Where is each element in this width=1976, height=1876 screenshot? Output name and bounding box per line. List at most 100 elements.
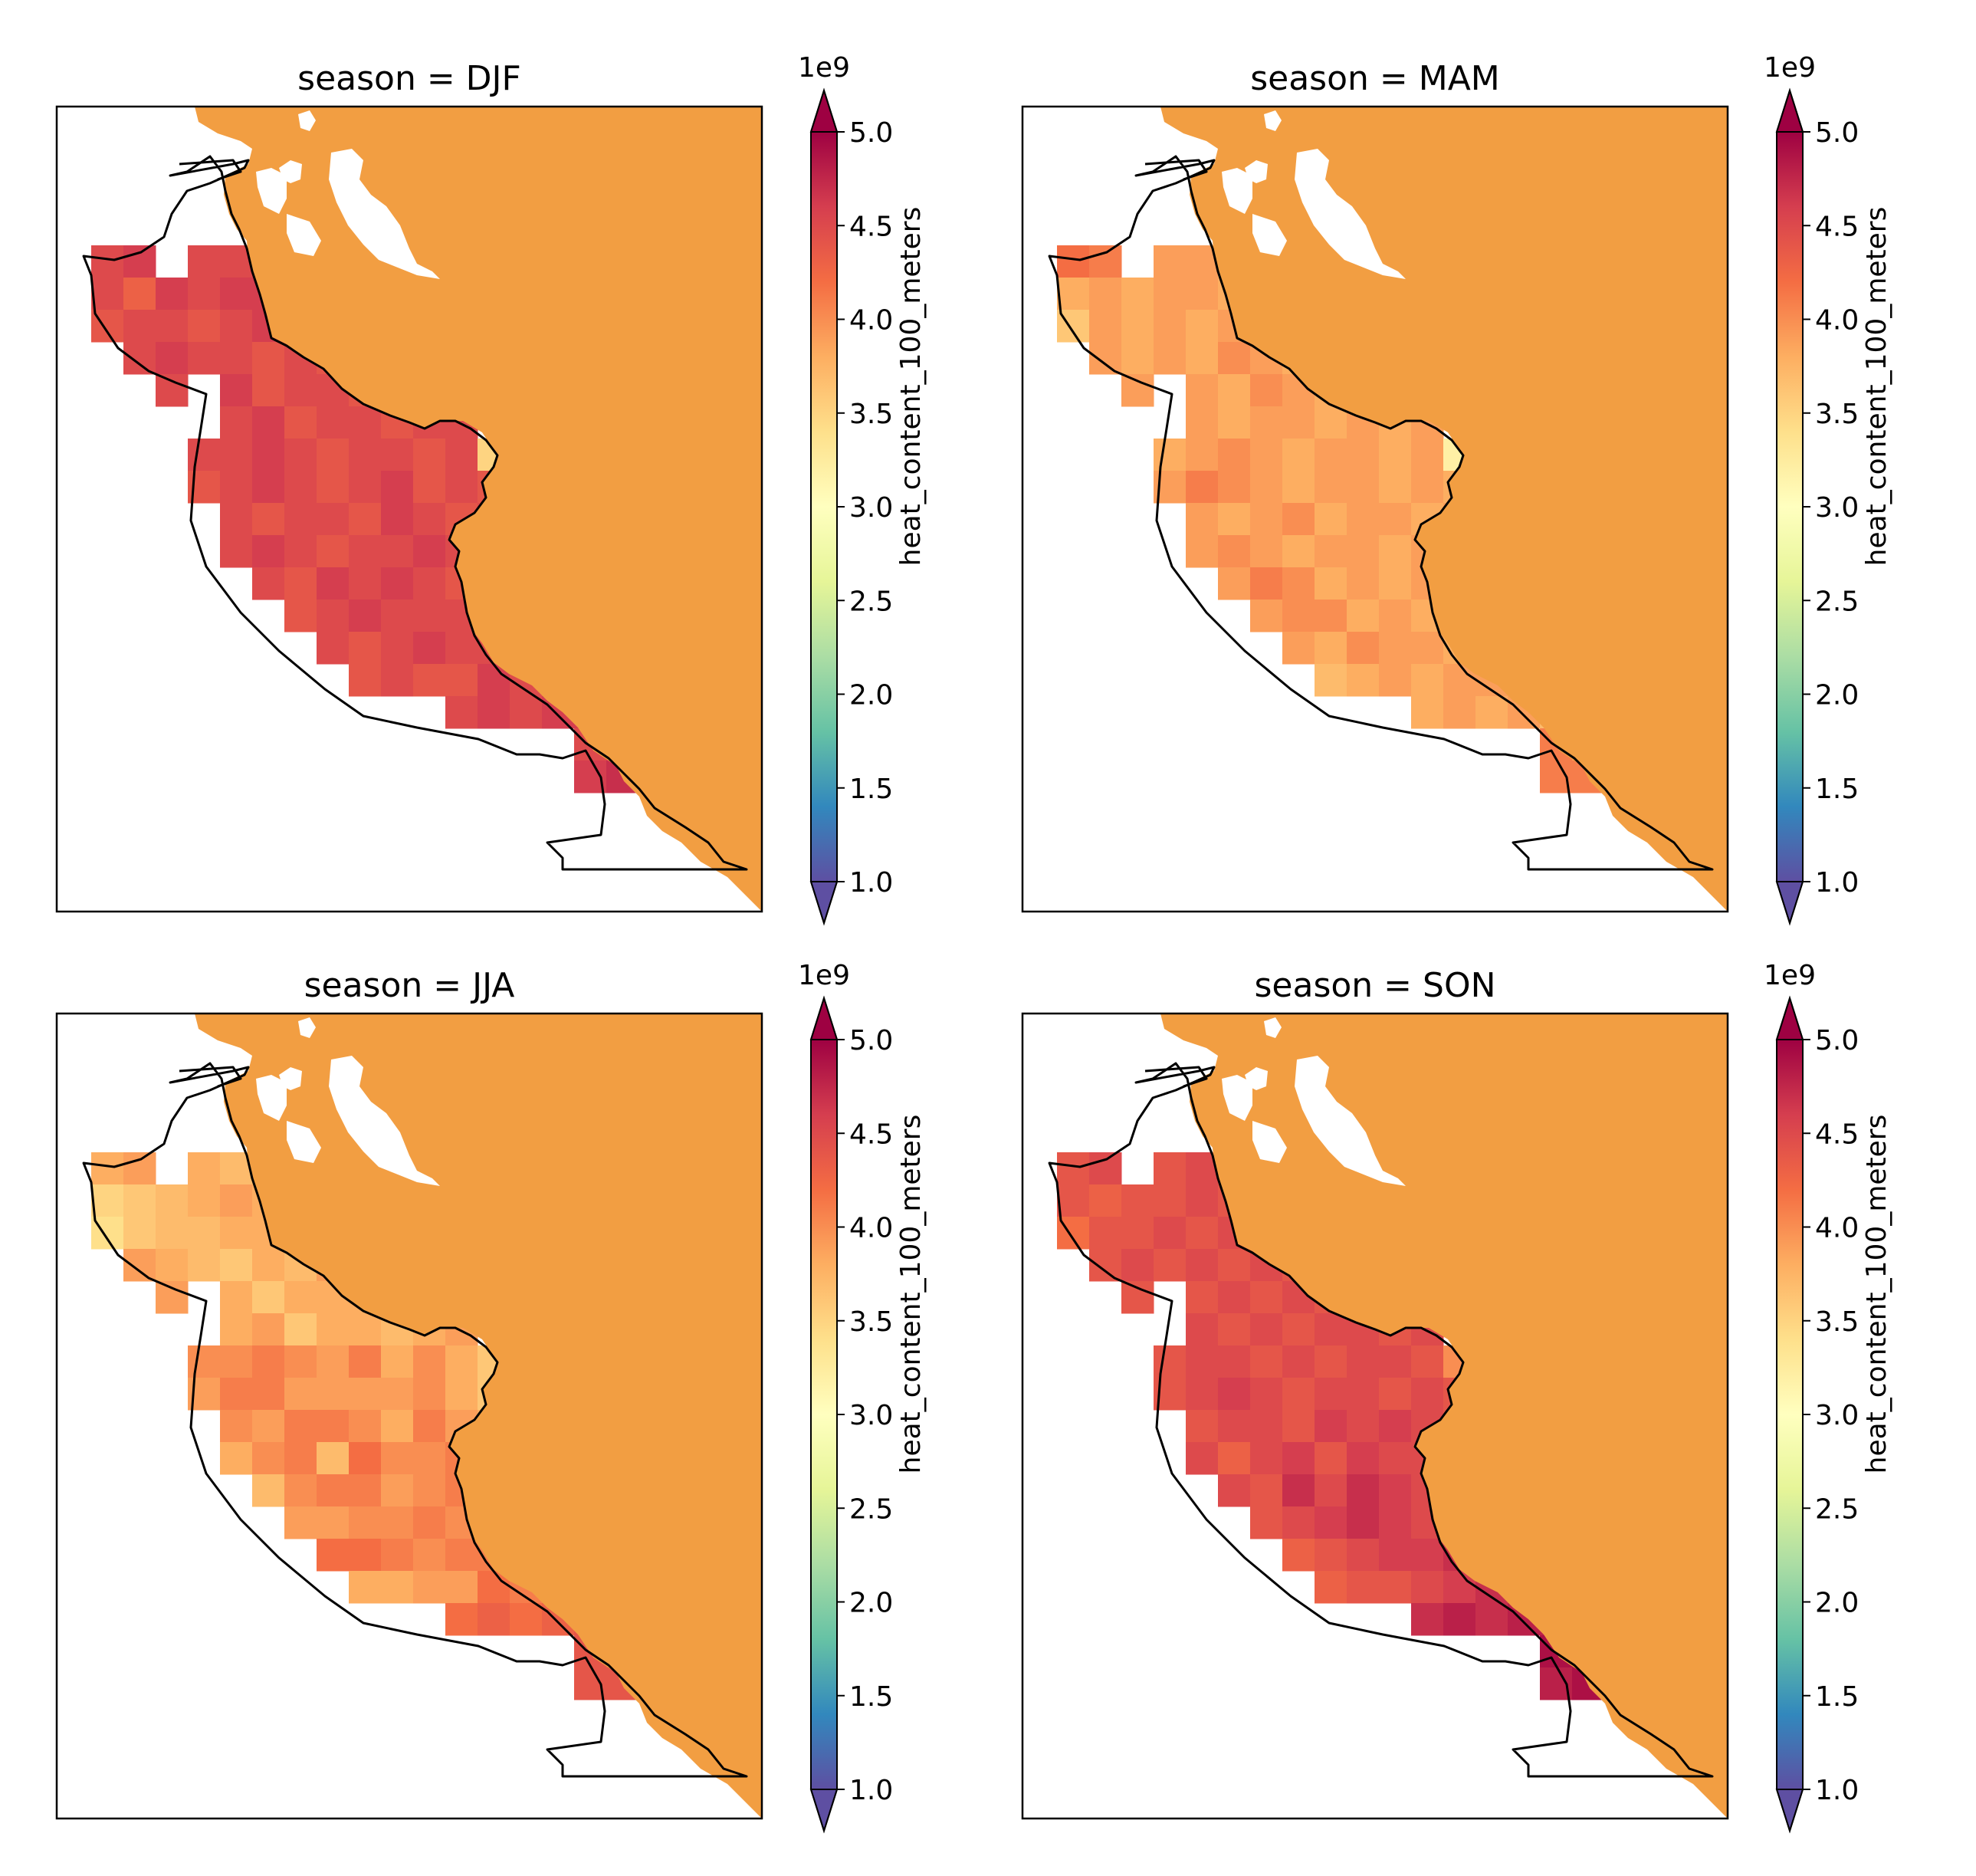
heatmap-cell (1347, 1378, 1380, 1411)
heatmap-cell (252, 439, 285, 471)
heatmap-cell (1121, 1217, 1154, 1250)
heatmap-cell (91, 1152, 124, 1185)
heatmap-cell (1250, 600, 1283, 632)
heatmap-cell (1186, 1217, 1219, 1250)
heatmap-cell (1089, 1249, 1122, 1282)
colorbar-tick-label: 2.0 (849, 1588, 893, 1619)
map-axes (55, 1012, 763, 1820)
colorbar-tick-label: 1.5 (849, 1681, 893, 1713)
heatmap-cell (1315, 1539, 1347, 1572)
colorbar-tick-label: 4.0 (1815, 305, 1859, 337)
heatmap-cell (220, 1442, 253, 1475)
heatmap-cell (1379, 1539, 1412, 1572)
heatmap-cell (1218, 406, 1251, 439)
heatmap-cell (123, 1217, 156, 1250)
heatmap-cell (413, 632, 446, 665)
heatmap-cell (1218, 535, 1251, 568)
heatmap-cell (123, 342, 156, 375)
heatmap-cell (1315, 567, 1347, 600)
heatmap-cell (1154, 245, 1187, 278)
heatmap-cell (1089, 245, 1122, 278)
heatmap-cell (1121, 342, 1154, 375)
colorbar-extend-min (1775, 1789, 1804, 1834)
axes-frame (1021, 105, 1729, 913)
heatmap-cell (1282, 439, 1315, 471)
colorbar-tick-label: 3.5 (1815, 1306, 1859, 1338)
heatmap-cell (1347, 600, 1380, 632)
heatmap-cell (220, 374, 253, 407)
heatmap-cell (1315, 471, 1347, 504)
heatmap-cell (1186, 374, 1219, 407)
heatmap-cell (1154, 1249, 1187, 1282)
colorbar-tick-label: 1.5 (1815, 1681, 1859, 1713)
heatmap-cell (220, 278, 253, 310)
heatmap-cell (220, 1313, 253, 1346)
heatmap-cell (1154, 1184, 1187, 1217)
heatmap-cell (445, 632, 478, 665)
heatmap-cell (188, 278, 221, 310)
heatmap-cell (1186, 1313, 1219, 1346)
heatmap-cell (156, 1217, 189, 1250)
colorbar-tick-label: 3.5 (1815, 399, 1859, 430)
heatmap-cell (413, 535, 446, 568)
heatmap-cell (1379, 567, 1412, 600)
heatmap-cell (1379, 1571, 1412, 1604)
heatmap-cell (1411, 664, 1444, 697)
colorbar-tick-label: 3.0 (849, 492, 893, 524)
heatmap-cell (381, 1378, 414, 1411)
heatmap-cell (1347, 439, 1380, 471)
colorbar-extend-max (1775, 995, 1804, 1040)
heatmap-cell (1315, 1474, 1347, 1507)
heatmap-cell (284, 1281, 317, 1314)
heatmap-cell (349, 406, 382, 439)
colorbar-tick-label: 4.5 (1815, 211, 1859, 242)
heatmap-cell (156, 1249, 189, 1282)
heatmap-cell (413, 1345, 446, 1378)
heatmap-cell (1186, 439, 1219, 471)
heatmap-cell (413, 1442, 446, 1475)
heatmap-cell (1282, 1474, 1315, 1507)
heatmap-cell (252, 342, 285, 375)
heatmap-cell (1250, 1474, 1283, 1507)
heatmap-cell (1315, 1506, 1347, 1539)
heatmap-cell (445, 1539, 478, 1572)
heatmap-cell (349, 1313, 382, 1346)
heatmap-cell (1250, 1281, 1283, 1314)
heatmap-cell (349, 1410, 382, 1443)
heatmap-cell (1250, 406, 1283, 439)
heatmap-cell (413, 600, 446, 632)
heatmap-cell (1250, 567, 1283, 600)
colorbar-tick-label: 4.5 (1815, 1119, 1859, 1150)
colorbar-exponent: 1e9 (798, 52, 850, 84)
heatmap-cell (381, 1539, 414, 1572)
colorbar-extend-max (809, 87, 839, 133)
heatmap-cell (381, 439, 414, 471)
colorbar-tick-label: 2.0 (1815, 680, 1859, 711)
heatmap-cell (381, 1506, 414, 1539)
heatmap-cell (1411, 1378, 1444, 1411)
heatmap-cell (91, 278, 124, 310)
heatmap-cell (317, 1410, 350, 1443)
heatmap-cell (1186, 1249, 1219, 1282)
heatmap-cell (1282, 1313, 1315, 1346)
colorbar-gradient (811, 132, 837, 882)
colorbar-tick-label: 1.0 (849, 1775, 893, 1806)
heatmap-cell (123, 1184, 156, 1217)
heatmap-cell (413, 1506, 446, 1539)
heatmap-cell (1282, 503, 1315, 536)
heatmap-cell (156, 1281, 189, 1314)
heatmap-cell (445, 1378, 478, 1411)
heatmap-cell (1411, 1539, 1444, 1572)
heatmap-cell (1186, 310, 1219, 343)
heatmap-cell (284, 1442, 317, 1475)
heatmap-cell (1315, 1345, 1347, 1378)
heatmap-cell (349, 567, 382, 600)
heatmap-cell (1186, 1184, 1219, 1217)
heatmap-cell (381, 1442, 414, 1475)
heatmap-cell (1315, 439, 1347, 471)
heatmap-cell (1379, 664, 1412, 697)
heatmap-cell (1250, 1506, 1283, 1539)
heatmap-cell (349, 471, 382, 504)
heatmap-cell (349, 1378, 382, 1411)
heatmap-cell (317, 632, 350, 665)
